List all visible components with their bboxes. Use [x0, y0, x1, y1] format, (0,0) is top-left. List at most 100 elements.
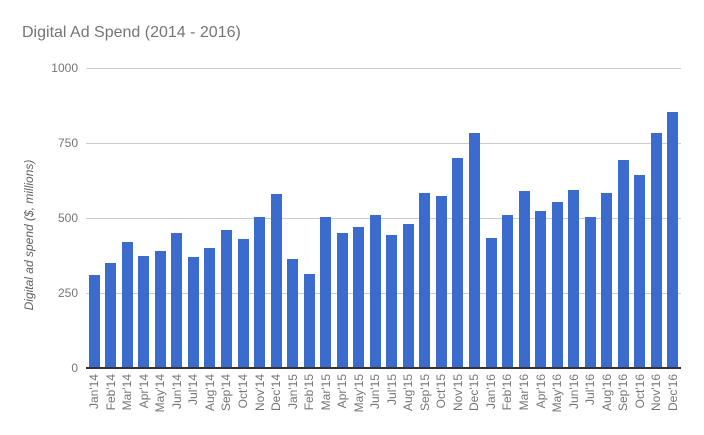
x-tick-jul-14: Jul'14	[186, 374, 201, 405]
x-slot-dec-16: Dec'16	[664, 374, 681, 434]
bar-jul-15[interactable]	[386, 234, 398, 368]
bar-slot-nov-15	[450, 68, 467, 368]
x-slot-mar-15: Mar'15	[317, 374, 334, 434]
bar-apr-15[interactable]	[336, 233, 348, 368]
x-tick-jun-15: Jun'15	[368, 374, 383, 409]
bar-jan-16[interactable]	[485, 237, 497, 368]
bar-apr-14[interactable]	[138, 255, 150, 368]
x-slot-sep-14: Sep'14	[218, 374, 235, 434]
x-tick-feb-15: Feb'15	[302, 374, 317, 411]
bar-jun-14[interactable]	[171, 233, 183, 368]
gridline-250	[86, 292, 681, 294]
x-tick-apr-14: Apr'14	[136, 374, 151, 409]
bar-slot-aug-14	[202, 68, 219, 368]
x-tick-feb-16: Feb'16	[500, 374, 515, 411]
bar-jan-14[interactable]	[88, 275, 100, 368]
bar-jun-15[interactable]	[369, 215, 381, 368]
bar-slot-oct-15	[433, 68, 450, 368]
bar-slot-sep-14	[218, 68, 235, 368]
x-tick-sep-15: Sep'15	[417, 374, 432, 411]
bar-mar-16[interactable]	[518, 191, 530, 368]
x-tick-may-15: May'15	[351, 374, 366, 413]
plot-area	[86, 67, 681, 369]
bar-jan-15[interactable]	[287, 258, 299, 368]
x-slot-may-15: May'15	[350, 374, 367, 434]
bar-feb-14[interactable]	[105, 263, 117, 368]
bar-aug-14[interactable]	[204, 248, 216, 368]
x-slot-jan-14: Jan'14	[86, 374, 103, 434]
x-tick-oct-16: Oct'16	[632, 374, 647, 409]
x-tick-oct-15: Oct'15	[434, 374, 449, 409]
bar-slot-feb-16	[499, 68, 516, 368]
x-slot-jul-16: Jul'16	[582, 374, 599, 434]
x-tick-jul-16: Jul'16	[583, 374, 598, 405]
bar-slot-nov-14	[251, 68, 268, 368]
gridline-1000	[86, 67, 681, 69]
bar-jul-14[interactable]	[187, 257, 199, 368]
x-tick-mar-14: Mar'14	[120, 374, 135, 411]
x-slot-aug-14: Aug'14	[202, 374, 219, 434]
bar-oct-16[interactable]	[634, 174, 646, 368]
x-slot-apr-16: Apr'16	[532, 374, 549, 434]
bar-apr-16[interactable]	[535, 210, 547, 368]
bar-slot-may-14	[152, 68, 169, 368]
bar-slot-jul-15	[384, 68, 401, 368]
bar-sep-14[interactable]	[221, 230, 233, 368]
bar-may-14[interactable]	[154, 251, 166, 368]
bar-slot-mar-15	[317, 68, 334, 368]
bar-aug-16[interactable]	[601, 192, 613, 368]
bar-dec-15[interactable]	[468, 132, 480, 368]
y-tick-250: 250	[57, 286, 78, 300]
x-slot-jan-15: Jan'15	[284, 374, 301, 434]
bar-slot-feb-15	[301, 68, 318, 368]
bar-sep-15[interactable]	[419, 192, 431, 368]
bar-jun-16[interactable]	[568, 189, 580, 368]
x-slot-jun-16: Jun'16	[565, 374, 582, 434]
bar-slot-mar-16	[516, 68, 533, 368]
bar-dec-16[interactable]	[667, 111, 679, 368]
bar-slot-apr-15	[334, 68, 351, 368]
bar-feb-15[interactable]	[303, 273, 315, 368]
bar-series	[86, 68, 681, 368]
bar-may-15[interactable]	[353, 227, 365, 368]
bar-jul-16[interactable]	[584, 216, 596, 368]
bar-slot-jan-15	[284, 68, 301, 368]
bar-slot-jan-14	[86, 68, 103, 368]
y-tick-750: 750	[57, 136, 78, 150]
bar-slot-jun-15	[367, 68, 384, 368]
bar-slot-jun-16	[565, 68, 582, 368]
x-tick-jun-14: Jun'14	[169, 374, 184, 409]
bar-oct-15[interactable]	[435, 195, 447, 368]
bar-nov-16[interactable]	[650, 132, 662, 368]
bar-nov-15[interactable]	[452, 158, 464, 368]
x-slot-feb-16: Feb'16	[499, 374, 516, 434]
x-tick-mar-16: Mar'16	[516, 374, 531, 411]
bar-slot-apr-16	[532, 68, 549, 368]
x-slot-aug-16: Aug'16	[598, 374, 615, 434]
bar-slot-may-16	[549, 68, 566, 368]
bar-sep-16[interactable]	[617, 159, 629, 368]
bar-oct-14[interactable]	[237, 239, 249, 368]
bar-dec-14[interactable]	[270, 194, 282, 368]
bar-slot-aug-16	[598, 68, 615, 368]
bar-slot-dec-15	[466, 68, 483, 368]
x-tick-aug-16: Aug'16	[599, 374, 614, 411]
y-tick-0: 0	[71, 361, 78, 375]
x-slot-mar-14: Mar'14	[119, 374, 136, 434]
x-tick-mar-15: Mar'15	[318, 374, 333, 411]
x-tick-oct-14: Oct'14	[236, 374, 250, 409]
bar-may-16[interactable]	[551, 201, 563, 368]
x-slot-jul-15: Jul'15	[384, 374, 401, 434]
bar-feb-16[interactable]	[502, 215, 514, 368]
chart-title: Digital Ad Spend (2014 - 2016)	[22, 24, 241, 41]
bar-mar-15[interactable]	[320, 216, 332, 368]
bar-nov-14[interactable]	[254, 216, 266, 368]
x-slot-apr-14: Apr'14	[136, 374, 153, 434]
bar-aug-15[interactable]	[402, 224, 414, 368]
bar-mar-14[interactable]	[121, 242, 133, 368]
x-tick-aug-15: Aug'15	[401, 374, 416, 411]
x-slot-nov-15: Nov'15	[450, 374, 467, 434]
bar-slot-sep-15	[417, 68, 434, 368]
x-tick-aug-14: Aug'14	[202, 374, 217, 411]
